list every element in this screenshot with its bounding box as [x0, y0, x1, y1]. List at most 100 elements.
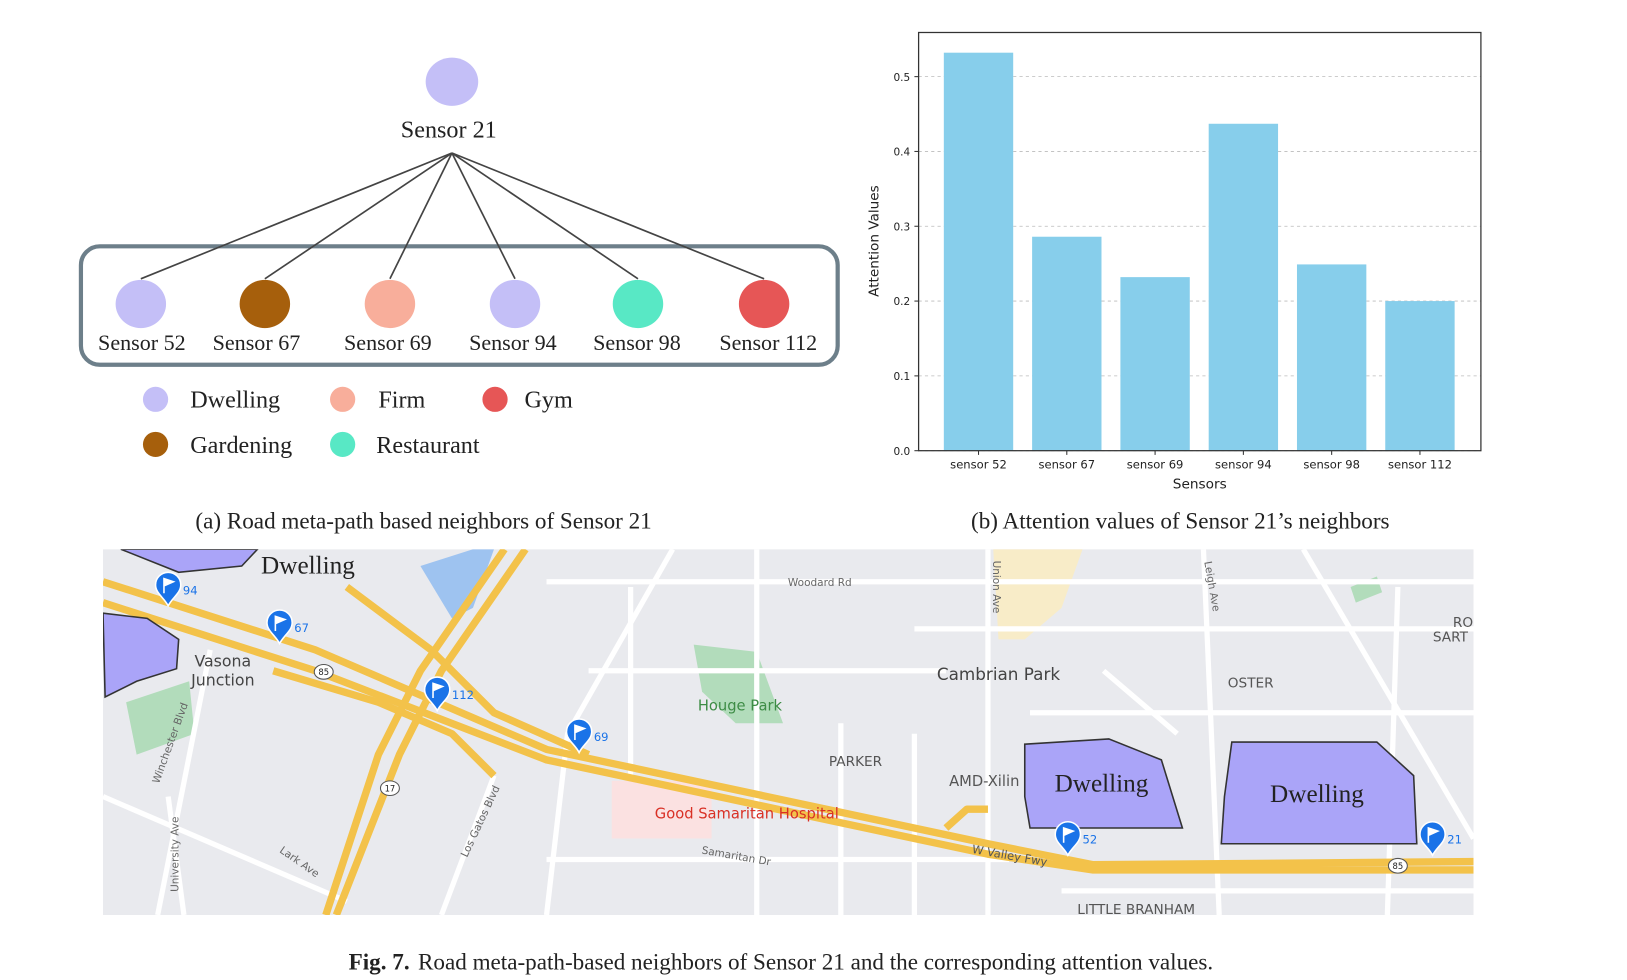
legend-label: Gardening	[190, 432, 292, 459]
street	[155, 649, 213, 916]
map-label: Woodard Rd	[788, 577, 852, 589]
sensor-label: Sensor 112	[719, 330, 817, 355]
sensor-node	[364, 279, 416, 329]
sensor-label: Sensor 52	[98, 330, 186, 355]
freeway	[344, 584, 591, 759]
y-tick-label: 0.1	[893, 371, 910, 383]
sensor-node	[115, 279, 167, 329]
plot-frame	[917, 31, 1482, 452]
y-axis-title: Attention Values	[867, 185, 883, 297]
map-label: OSTER	[1228, 676, 1274, 692]
sensor-label: Sensor 94	[469, 330, 557, 355]
map-label: SART	[1433, 629, 1469, 645]
pin-label: 67	[294, 621, 309, 635]
street	[103, 794, 348, 904]
sensor-node	[738, 279, 790, 329]
x-axis-title: Sensors	[1173, 476, 1227, 492]
highway-shield	[313, 663, 334, 680]
dwelling-area	[120, 549, 259, 574]
water	[420, 549, 494, 619]
y-tick-label: 0.5	[893, 72, 910, 84]
figure-caption: Fig. 7. Road meta-path-based neighbors of…	[349, 949, 1214, 975]
caption-number: Fig. 7.	[349, 949, 410, 975]
legend-swatch	[330, 431, 356, 457]
pin-flag	[163, 577, 176, 594]
highway-shield	[1387, 857, 1408, 874]
street	[1301, 549, 1474, 840]
x-tick-label: sensor 52	[950, 458, 1007, 472]
group-box	[78, 244, 840, 367]
sensor-pin	[154, 571, 182, 608]
map-label: Vasona	[194, 652, 251, 671]
map-label: PARKER	[829, 754, 883, 770]
pin-label: 69	[594, 730, 609, 744]
bar	[1208, 123, 1279, 451]
map-label: Houge Park	[698, 698, 783, 715]
edge	[451, 152, 516, 280]
freeway	[272, 667, 497, 779]
edge	[451, 152, 765, 280]
y-tick-label: 0.3	[893, 221, 910, 233]
pin-label: 52	[1083, 833, 1098, 847]
pin-flag	[432, 682, 445, 699]
park	[693, 644, 784, 724]
bar	[1296, 264, 1367, 451]
freeway	[103, 599, 1474, 874]
root-label: Sensor 21	[401, 116, 497, 143]
street	[1101, 668, 1179, 736]
pin-label: 112	[452, 688, 474, 702]
caption-a: (a) Road meta-path based neighbors of Se…	[195, 507, 651, 533]
legend-swatch	[482, 386, 508, 412]
x-tick-label: sensor 112	[1388, 458, 1452, 472]
freeway	[943, 805, 988, 831]
street	[1200, 549, 1222, 916]
sensor-node	[489, 279, 541, 329]
urban-area	[993, 549, 1083, 640]
legend-swatch	[142, 386, 169, 412]
map-label: Dwelling	[1270, 781, 1364, 808]
shield-label: 17	[385, 783, 396, 793]
edge	[264, 152, 453, 280]
y-tick-label: 0.2	[893, 296, 910, 308]
sensor-pin	[1419, 820, 1446, 858]
highway-shield	[379, 780, 400, 797]
edge	[451, 152, 639, 280]
y-tick-label: 0.0	[893, 446, 910, 458]
legend-swatch	[142, 431, 169, 457]
root-node	[425, 57, 479, 106]
street	[165, 796, 187, 916]
x-tick-label: sensor 69	[1127, 458, 1184, 472]
legend-label: Firm	[378, 387, 425, 414]
street	[438, 774, 497, 916]
sensor-node	[239, 279, 291, 329]
sensor-label: Sensor 67	[213, 330, 301, 355]
map-label: Good Samaritan Hospital	[655, 806, 839, 823]
pin-label: 94	[183, 583, 198, 597]
pin-flag	[274, 615, 288, 631]
map-label: Dwelling	[1055, 770, 1149, 797]
x-tick-label: sensor 94	[1215, 458, 1272, 472]
map-label: Junction	[190, 670, 254, 689]
pin-flag	[1427, 826, 1440, 843]
sensor-pin	[266, 609, 293, 646]
map-label: University Ave	[170, 817, 182, 892]
legend-label: Gym	[524, 387, 573, 414]
bar	[1385, 301, 1455, 451]
sensor-pin	[1054, 820, 1082, 858]
edge	[140, 152, 453, 280]
y-tick-label: 0.4	[893, 147, 910, 159]
freeway	[332, 549, 529, 916]
dwelling-area	[1220, 741, 1418, 845]
caption-b: (b) Attention values of Sensor 21’s neig…	[971, 507, 1390, 533]
bar	[943, 52, 1014, 451]
map-label: AMD-Xilin	[949, 773, 1019, 790]
dwelling-area	[103, 612, 180, 699]
shield-label: 85	[1393, 861, 1404, 871]
x-tick-label: sensor 98	[1303, 458, 1360, 472]
pin-flag	[574, 724, 587, 740]
pin-flag	[1062, 826, 1076, 843]
legend-label: Dwelling	[190, 387, 280, 414]
